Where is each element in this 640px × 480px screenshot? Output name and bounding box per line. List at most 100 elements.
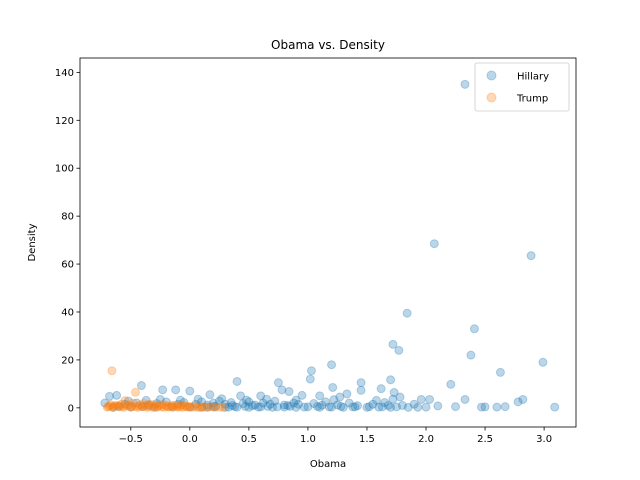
point-hillary-50 bbox=[179, 398, 189, 408]
point-hillary-132 bbox=[329, 395, 339, 405]
point-hillary-119 bbox=[299, 402, 309, 412]
point-hillary-55 bbox=[214, 396, 224, 406]
plot-frame bbox=[79, 57, 577, 428]
point-trump-35 bbox=[182, 402, 192, 412]
point-hillary-3 bbox=[402, 308, 412, 318]
point-hillary-88 bbox=[149, 402, 159, 412]
point-trump-13 bbox=[131, 402, 140, 412]
point-hillary-138 bbox=[317, 400, 327, 410]
point-hillary-12 bbox=[232, 376, 242, 386]
point-hillary-131 bbox=[291, 395, 301, 405]
point-hillary-64 bbox=[279, 400, 289, 410]
point-hillary-32 bbox=[205, 390, 215, 400]
point-hillary-79 bbox=[492, 402, 502, 412]
legend-marker-hillary bbox=[486, 70, 497, 81]
point-hillary-143 bbox=[193, 394, 203, 404]
point-hillary-38 bbox=[395, 392, 405, 402]
point-hillary-85 bbox=[114, 401, 124, 411]
point-hillary-122 bbox=[336, 401, 346, 411]
point-trump-19 bbox=[145, 399, 155, 409]
point-hillary-110 bbox=[203, 402, 213, 412]
point-hillary-49 bbox=[173, 399, 183, 409]
point-hillary-81 bbox=[550, 402, 560, 412]
point-hillary-124 bbox=[364, 402, 374, 412]
point-hillary-68 bbox=[321, 397, 331, 407]
point-hillary-127 bbox=[175, 395, 185, 405]
x-tick-label-5: 2.0 bbox=[418, 434, 434, 445]
point-hillary-11 bbox=[495, 367, 505, 377]
point-trump-54 bbox=[127, 401, 137, 411]
point-trump-47 bbox=[218, 402, 228, 412]
point-hillary-43 bbox=[100, 398, 110, 408]
y-tick-label-1: 20 bbox=[61, 355, 74, 366]
plot-background bbox=[80, 58, 576, 427]
point-hillary-67 bbox=[309, 399, 319, 409]
point-trump-10 bbox=[122, 401, 132, 411]
point-trump-50 bbox=[109, 401, 119, 411]
point-hillary-13 bbox=[305, 374, 315, 384]
point-hillary-139 bbox=[353, 401, 363, 411]
point-trump-4 bbox=[105, 401, 115, 411]
point-trump-55 bbox=[134, 401, 144, 411]
point-trump-52 bbox=[118, 401, 128, 411]
point-hillary-100 bbox=[303, 402, 313, 412]
point-hillary-114 bbox=[240, 401, 250, 411]
legend-label-trump: Trump bbox=[516, 94, 548, 105]
point-trump-59 bbox=[153, 401, 163, 411]
point-hillary-44 bbox=[120, 399, 130, 409]
point-hillary-35 bbox=[297, 390, 307, 400]
point-hillary-91 bbox=[197, 402, 207, 412]
point-trump-15 bbox=[135, 400, 145, 410]
legend-marker-trump bbox=[486, 92, 497, 103]
point-hillary-0 bbox=[460, 79, 470, 89]
point-hillary-105 bbox=[362, 402, 372, 412]
point-hillary-52 bbox=[197, 397, 207, 407]
point-hillary-74 bbox=[409, 399, 419, 409]
point-hillary-99 bbox=[291, 402, 301, 412]
x-tick-label-1: 0.0 bbox=[182, 434, 198, 445]
point-hillary-71 bbox=[368, 399, 378, 409]
point-hillary-54 bbox=[208, 398, 218, 408]
point-trump-49 bbox=[106, 400, 116, 410]
point-hillary-60 bbox=[250, 400, 260, 410]
point-hillary-104 bbox=[350, 402, 360, 412]
point-hillary-42 bbox=[518, 394, 528, 404]
point-hillary-48 bbox=[161, 397, 171, 407]
point-hillary-7 bbox=[466, 350, 476, 360]
point-trump-11 bbox=[126, 402, 136, 412]
point-hillary-47 bbox=[152, 399, 162, 409]
point-trump-57 bbox=[144, 401, 153, 411]
legend-frame bbox=[474, 62, 570, 112]
point-trump-5 bbox=[108, 402, 118, 412]
point-trump-9 bbox=[119, 402, 129, 412]
point-hillary-66 bbox=[293, 399, 303, 409]
point-hillary-101 bbox=[315, 402, 325, 412]
point-hillary-98 bbox=[279, 402, 289, 412]
point-hillary-113 bbox=[230, 402, 240, 412]
point-hillary-93 bbox=[220, 402, 230, 412]
point-hillary-137 bbox=[283, 400, 293, 410]
point-hillary-75 bbox=[433, 401, 443, 411]
point-hillary-140 bbox=[383, 400, 393, 410]
point-trump-34 bbox=[180, 401, 190, 411]
point-trump-41 bbox=[197, 402, 207, 412]
point-trump-44 bbox=[206, 402, 216, 412]
point-hillary-19 bbox=[446, 379, 456, 389]
point-hillary-83 bbox=[421, 402, 431, 412]
point-trump-22 bbox=[152, 402, 162, 412]
point-hillary-61 bbox=[258, 398, 268, 408]
point-hillary-40 bbox=[425, 394, 435, 404]
point-hillary-126 bbox=[155, 394, 165, 404]
y-axis: 0 20 40 60 80 100 120 140 bbox=[55, 68, 80, 414]
point-hillary-17 bbox=[136, 381, 146, 391]
point-trump-58 bbox=[148, 400, 158, 410]
point-hillary-116 bbox=[263, 401, 273, 411]
point-trump-17 bbox=[140, 401, 150, 411]
legend: Hillary Trump bbox=[474, 62, 570, 112]
point-hillary-15 bbox=[273, 378, 283, 388]
point-hillary-33 bbox=[236, 391, 246, 401]
point-hillary-21 bbox=[158, 385, 168, 395]
point-trump-2 bbox=[120, 396, 130, 406]
point-trump-45 bbox=[210, 402, 220, 412]
point-hillary-118 bbox=[285, 401, 295, 411]
